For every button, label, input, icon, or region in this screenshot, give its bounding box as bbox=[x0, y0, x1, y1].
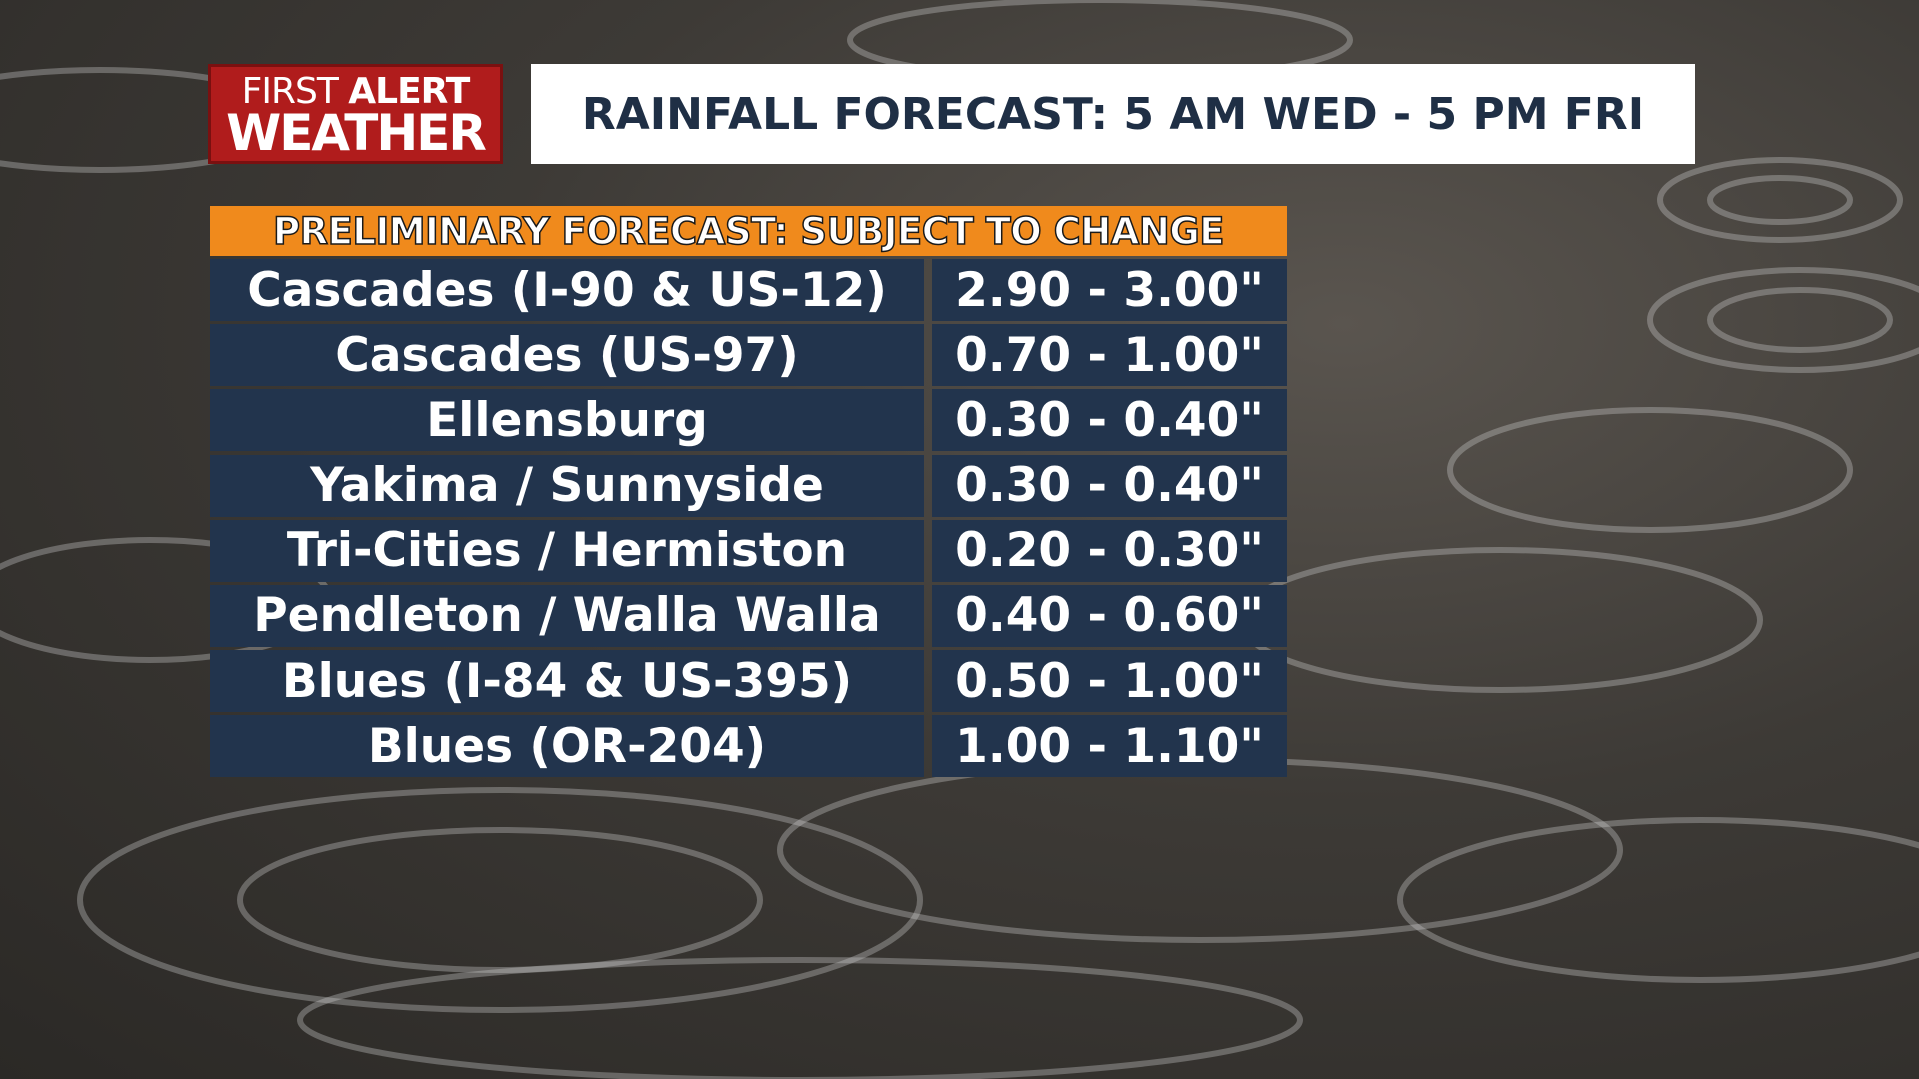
logo: FIRST ALERT WEATHER bbox=[208, 64, 503, 164]
region: Ellensburg bbox=[210, 389, 924, 452]
region: Blues (OR-204) bbox=[210, 715, 924, 778]
region: Blues (I-84 & US-395) bbox=[210, 650, 924, 713]
rainfall: 0.40 - 0.60" bbox=[932, 584, 1287, 647]
rainfall: 0.30 - 0.40" bbox=[932, 454, 1287, 517]
table-row: Cascades (US-97) 0.70 - 1.00" bbox=[210, 324, 1287, 387]
region: Cascades (US-97) bbox=[210, 324, 924, 387]
region: Pendleton / Walla Walla bbox=[210, 584, 924, 647]
logo-weather: WEATHER bbox=[226, 104, 487, 162]
rainfall: 0.30 - 0.40" bbox=[932, 389, 1287, 452]
table-row: Yakima / Sunnyside 0.30 - 0.40" bbox=[210, 454, 1287, 517]
rainfall: 0.50 - 1.00" bbox=[932, 650, 1287, 713]
rainfall: 1.00 - 1.10" bbox=[932, 715, 1287, 778]
region: Cascades (I-90 & US-12) bbox=[210, 259, 924, 321]
title: RAINFALL FORECAST: 5 AM WED - 5 PM FRI bbox=[531, 64, 1695, 164]
table-row: Cascades (I-90 & US-12) 2.90 - 3.00" bbox=[210, 259, 1287, 321]
table-row: Tri-Cities / Hermiston 0.20 - 0.30" bbox=[210, 519, 1287, 582]
rainfall: 0.20 - 0.30" bbox=[932, 519, 1287, 582]
logo-first: FIRST bbox=[241, 71, 339, 112]
forecast-table: Cascades (I-90 & US-12) 2.90 - 3.00" Casca… bbox=[210, 259, 1287, 781]
rainfall: 0.70 - 1.00" bbox=[932, 324, 1287, 387]
table-row: Ellensburg 0.30 - 0.40" bbox=[210, 389, 1287, 452]
region: Yakima / Sunnyside bbox=[210, 454, 924, 517]
table-row: Blues (I-84 & US-395) 0.50 - 1.00" bbox=[210, 650, 1287, 713]
banner: PRELIMINARY FORECAST: SUBJECT TO CHANGE bbox=[210, 206, 1287, 256]
rainfall: 2.90 - 3.00" bbox=[932, 259, 1287, 321]
table-row: Pendleton / Walla Walla 0.40 - 0.60" bbox=[210, 584, 1287, 647]
region: Tri-Cities / Hermiston bbox=[210, 519, 924, 582]
table-row: Blues (OR-204) 1.00 - 1.10" bbox=[210, 715, 1287, 778]
logo-alert: ALERT bbox=[348, 71, 470, 112]
